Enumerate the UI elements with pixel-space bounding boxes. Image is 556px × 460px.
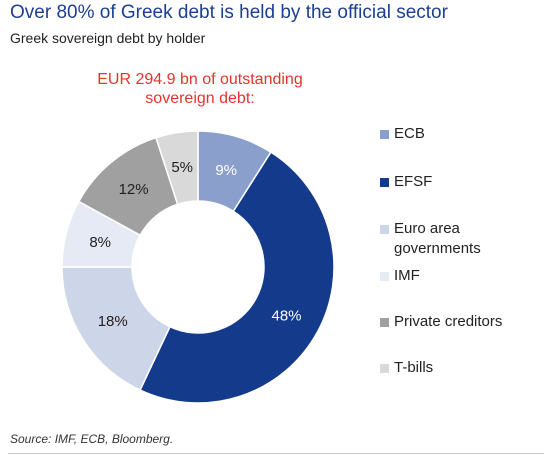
legend-label: EFSF xyxy=(394,173,433,190)
chart-title: Over 80% of Greek debt is held by the of… xyxy=(10,2,448,23)
slice-efsf xyxy=(139,151,335,404)
total-debt-annotation: EUR 294.9 bn of outstanding sovereign de… xyxy=(60,70,340,108)
legend-swatch xyxy=(380,364,389,373)
legend-label: Euro area governments xyxy=(394,220,481,257)
chart-subtitle: Greek sovereign debt by holder xyxy=(10,30,206,46)
legend-label: Private creditors xyxy=(394,313,503,330)
legend-swatch xyxy=(380,178,389,187)
annotation-line-2: sovereign debt: xyxy=(145,90,255,107)
source-note: Source: IMF, ECB, Bloomberg. xyxy=(10,432,174,446)
slice-label-euro-area-governments: 18% xyxy=(98,313,128,330)
slice-label-private-creditors: 12% xyxy=(119,181,149,198)
slice-label-ecb: 9% xyxy=(215,162,237,179)
slice-t-bills xyxy=(155,130,199,206)
slice-label-t-bills: 5% xyxy=(171,159,193,176)
slice-label-imf: 8% xyxy=(89,234,111,251)
legend-label: IMF xyxy=(394,267,420,284)
legend-label: ECB xyxy=(394,125,425,142)
legend-swatch xyxy=(380,318,389,327)
slice-label-efsf: 48% xyxy=(271,308,301,325)
legend-swatch xyxy=(380,272,389,281)
legend-label: T-bills xyxy=(394,359,434,376)
annotation-line-1: EUR 294.9 bn of outstanding xyxy=(97,71,303,88)
legend-swatch xyxy=(380,225,389,234)
bottom-divider xyxy=(8,453,544,454)
legend-swatch xyxy=(380,130,389,139)
